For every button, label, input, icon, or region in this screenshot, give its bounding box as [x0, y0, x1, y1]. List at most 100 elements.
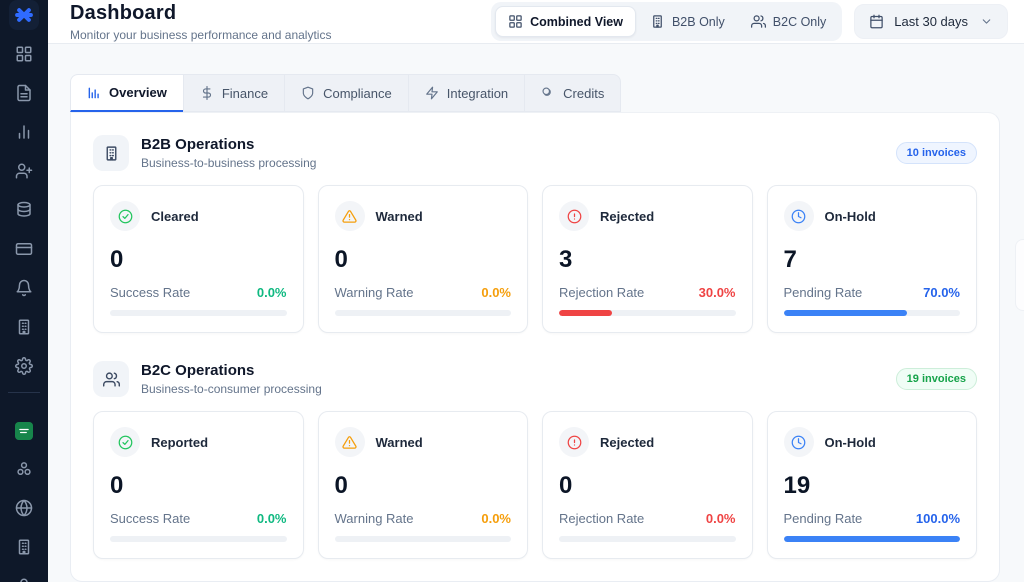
shield-icon [302, 86, 314, 100]
sidebar [0, 0, 48, 582]
section-title: B2C Operations [141, 362, 255, 379]
stat-card-warned: Warned 0 Warning Rate 0.0% [317, 185, 528, 333]
document-icon [17, 84, 31, 102]
view-toggle-label: B2C Only [772, 14, 827, 29]
rate-label: Success Rate [110, 511, 191, 526]
building-icon [93, 135, 129, 171]
card-value: 0 [110, 472, 124, 499]
tab-label: Overview [109, 85, 167, 100]
tab-label: Credits [563, 85, 605, 101]
app-logo[interactable] [0, 0, 48, 30]
sidebar-item-documents[interactable] [12, 81, 36, 105]
date-range-selector[interactable]: Last 30 days [854, 4, 1008, 39]
sidebar-item-add-user[interactable] [12, 159, 36, 183]
gear-icon [15, 357, 33, 375]
tab-overview[interactable]: Overview [70, 74, 183, 112]
check-circle-icon [110, 427, 140, 457]
stat-card-cleared: Cleared 0 Success Rate 0.0% [93, 185, 304, 333]
card-value: 3 [559, 246, 573, 273]
sidebar-item-organization[interactable] [12, 315, 36, 339]
view-toggle-b2c[interactable]: B2C Only [739, 7, 839, 36]
tab-integration[interactable]: Integration [407, 74, 525, 112]
section-subtitle: Business-to-business processing [141, 156, 317, 170]
b2c-cards: Reported 0 Success Rate 0.0% Warned 0 [93, 411, 977, 559]
view-toggle-combined[interactable]: Combined View [495, 6, 636, 37]
progress-bar [110, 310, 287, 316]
globe-icon [15, 499, 33, 517]
check-circle-icon [110, 201, 140, 231]
invoice-count-badge: 19 invoices [895, 368, 977, 390]
sidebar-item-billing[interactable] [12, 237, 36, 261]
bar-chart-icon [18, 125, 30, 139]
stat-card-onhold: On-Hold 7 Pending Rate 70.0% [766, 185, 977, 333]
stat-card-rejected: Rejected 0 Rejection Rate 0.0% [542, 411, 753, 559]
card-label: Warned [375, 434, 423, 450]
card-value: 7 [783, 246, 797, 273]
sidebar-item-profile[interactable] [12, 574, 36, 582]
card-label: Rejected [600, 208, 655, 224]
rate-label: Warning Rate [334, 511, 414, 526]
user-plus-icon [15, 163, 33, 179]
tab-compliance[interactable]: Compliance [284, 74, 408, 112]
clock-icon [783, 201, 814, 231]
progress-bar [559, 536, 736, 542]
stat-card-rejected: Rejected 3 Rejection Rate 30.0% [542, 185, 753, 333]
rate-label: Rejection Rate [559, 511, 645, 526]
card-value: 0 [110, 246, 124, 273]
scroll-indicator[interactable] [1015, 239, 1024, 311]
language-region-toggle[interactable] [13, 420, 35, 442]
chevron-down-icon [982, 19, 991, 24]
sidebar-item-integrations[interactable] [12, 457, 36, 481]
card-label: Rejected [600, 434, 655, 450]
calendar-icon [870, 14, 884, 29]
tab-label: Finance [221, 85, 269, 101]
tab-credits[interactable]: Credits [524, 74, 622, 112]
coins-icon [542, 87, 551, 96]
bar-chart-icon [88, 87, 99, 98]
sidebar-divider [8, 392, 40, 393]
progress-bar [783, 536, 960, 542]
users-icon [750, 15, 766, 28]
card-value: 0 [334, 246, 348, 273]
stat-card-warned: Warned 0 Warning Rate 0.0% [317, 411, 528, 559]
zap-icon [425, 86, 438, 100]
tab-finance[interactable]: Finance [182, 74, 285, 112]
progress-fill [559, 310, 612, 316]
rate-label: Pending Rate [783, 285, 863, 300]
sidebar-item-web[interactable] [12, 496, 36, 520]
grid-icon [509, 15, 522, 28]
sidebar-item-dashboard[interactable] [12, 42, 36, 66]
stat-card-reported: Reported 0 Success Rate 0.0% [93, 411, 304, 559]
bell-icon [16, 279, 32, 297]
rate-label: Rejection Rate [559, 285, 645, 300]
progress-bar [334, 536, 511, 542]
card-label: On-Hold [824, 434, 876, 450]
rate-label: Pending Rate [783, 511, 863, 526]
card-label: Warned [375, 208, 423, 224]
stat-card-onhold: On-Hold 19 Pending Rate 100.0% [766, 411, 977, 559]
card-value: 0 [334, 472, 348, 499]
section-title: B2B Operations [141, 136, 255, 153]
card-value: 19 [783, 472, 811, 499]
date-range-label: Last 30 days [894, 14, 968, 29]
progress-bar [783, 310, 960, 316]
alert-circle-icon [559, 201, 589, 231]
sidebar-item-settings[interactable] [12, 354, 36, 378]
progress-bar [559, 310, 736, 316]
sidebar-item-notifications[interactable] [12, 276, 36, 300]
view-toggle-b2b[interactable]: B2B Only [638, 7, 737, 36]
rate-label: Warning Rate [334, 285, 414, 300]
sidebar-bottom-group [8, 378, 40, 582]
rate-value: 0.0% [481, 285, 511, 300]
sidebar-item-data[interactable] [12, 198, 36, 222]
tab-label: Compliance [323, 85, 392, 101]
card-label: Cleared [151, 208, 199, 224]
grid-icon [16, 46, 32, 62]
sidebar-nav [12, 42, 36, 378]
rate-value: 0.0% [256, 511, 287, 526]
sidebar-item-company[interactable] [12, 535, 36, 559]
section-subtitle: Business-to-consumer processing [141, 382, 322, 396]
sidebar-item-analytics[interactable] [12, 120, 36, 144]
view-toggle-label: B2B Only [671, 14, 725, 29]
alert-triangle-icon [334, 201, 365, 231]
